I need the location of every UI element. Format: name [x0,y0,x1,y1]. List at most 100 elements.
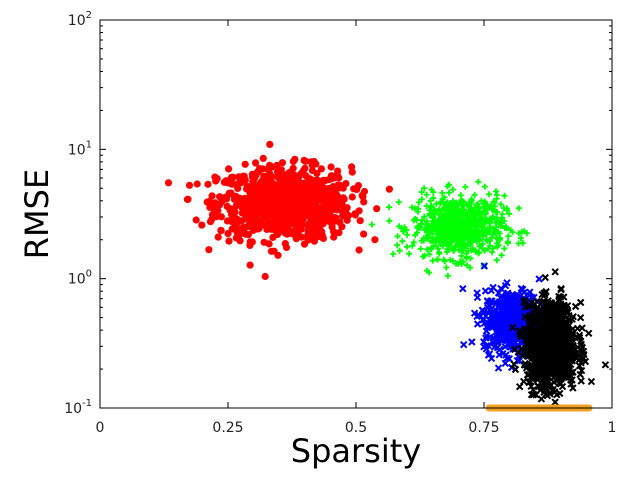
data-point [515,205,522,212]
data-point [450,247,457,254]
y-tick-label: 10-1 [64,398,92,417]
data-point [426,212,433,219]
data-point [526,363,534,371]
data-point [534,382,542,390]
data-point [494,289,503,297]
data-point [546,317,554,325]
data-point [485,301,494,310]
data-point [543,322,552,331]
data-point [551,398,559,406]
data-point [468,247,475,254]
data-point [478,227,485,234]
y-axis-ticks: 10-1 100 101 102 [64,10,612,417]
data-point [316,233,324,241]
data-point [560,341,569,349]
data-point [549,374,558,382]
data-point [421,185,428,192]
data-point [536,324,544,333]
data-point [540,332,549,341]
data-point [576,370,584,379]
data-point [503,300,511,309]
data-point [487,286,496,295]
data-point [469,233,476,240]
data-point [530,371,538,379]
data-point [492,209,499,216]
data-point [265,185,273,193]
data-point [481,183,488,190]
data-point [466,232,473,239]
data-point [424,246,431,253]
data-point [420,237,427,244]
data-point [475,231,482,238]
data-point [521,296,529,304]
data-point [524,302,532,311]
data-point [544,377,552,385]
data-point [429,237,436,244]
data-point [552,337,561,345]
data-point [504,207,510,214]
data-point [527,390,536,399]
data-point [488,202,495,209]
data-point [252,208,260,216]
data-point [575,362,584,370]
data-point [541,273,550,282]
data-point [439,189,446,196]
data-point [216,193,224,201]
data-point [328,219,336,228]
data-point [232,202,240,210]
data-point [281,229,289,237]
data-point [237,197,245,205]
data-point [390,251,397,257]
data-point [290,192,298,200]
data-point [334,181,342,189]
data-point [457,192,464,199]
data-point [333,191,341,199]
data-point [520,361,529,369]
data-point [233,181,242,189]
data-point [453,206,460,213]
y-tick-label: 102 [68,10,92,29]
data-point [443,264,450,271]
data-point [386,204,393,211]
data-point [573,324,582,333]
data-point [577,345,586,354]
data-point [494,364,503,372]
data-point [270,193,278,201]
data-point [535,275,543,283]
data-point [429,257,436,264]
data-point [463,211,470,218]
data-point [396,247,403,254]
data-point [263,225,271,233]
data-point [238,217,246,225]
data-point [550,308,558,316]
data-point [493,214,500,221]
data-point [488,297,496,305]
data-point [300,213,308,221]
data-point [426,269,433,276]
data-point [486,191,492,198]
data-point [412,232,419,239]
x-tick-label: 1 [608,420,617,436]
data-point [252,171,260,180]
data-point [264,203,272,211]
data-point [540,289,548,297]
data-point [489,338,498,347]
data-point [493,240,500,247]
data-point [351,211,359,219]
data-point [490,245,496,252]
data-point [419,217,426,224]
data-point [473,293,482,302]
data-point [450,207,457,214]
data-point [479,211,485,218]
data-point [493,195,500,202]
data-point [487,312,496,320]
data-point [394,242,401,249]
data-point [272,185,280,193]
data-point [508,290,517,299]
data-point [468,197,475,204]
data-point [401,224,408,231]
data-point [313,169,321,178]
data-point [568,329,576,338]
data-point [519,240,526,246]
data-point [521,228,528,235]
